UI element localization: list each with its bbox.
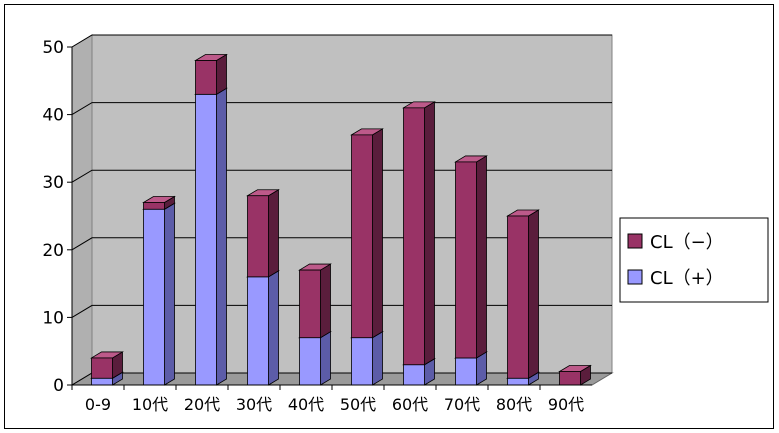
bar-segment-cl-minus: [90, 351, 124, 379]
bar-segment-cl-plus: [194, 87, 228, 386]
bars: [90, 53, 592, 386]
bar-segment-cl-minus: [350, 128, 384, 339]
bar-segment-cl-minus: [506, 209, 540, 379]
gridline: [71, 169, 612, 183]
bar-segment-cl-minus: [402, 101, 436, 366]
legend-label-cl-minus: CL（−）: [650, 232, 724, 253]
y-axis-tick-labels: 0 10 20 30 40 50: [42, 38, 64, 396]
bar-segment-cl-minus: [454, 155, 488, 359]
y-tick-label: 0: [53, 376, 64, 396]
y-tick-label: 30: [42, 173, 64, 193]
chart-side-wall: [71, 34, 93, 386]
x-tick-label: 70代: [444, 395, 480, 414]
bar-segment-cl-minus: [558, 364, 592, 386]
x-tick-label: 90代: [548, 395, 584, 414]
x-tick-label: 60代: [392, 395, 428, 414]
y-tick-label: 40: [42, 106, 64, 126]
stacked-bar-chart: 0 10 20 30 40 50 0-9 10代 20代 30代 40代 50代 60代 70代 80代 9…: [42, 34, 769, 414]
legend: CL（−） CL（+）: [619, 217, 769, 303]
y-tick-label: 50: [42, 38, 64, 58]
y-tick-label: 10: [42, 308, 64, 328]
bar-segment-cl-plus: [350, 330, 384, 386]
bar-segment-cl-plus: [246, 270, 280, 386]
x-tick-label: 20代: [184, 395, 220, 414]
gridline: [71, 237, 612, 251]
y-tick-label: 20: [42, 241, 64, 261]
bar-segment-cl-plus: [142, 202, 176, 386]
x-tick-label: 10代: [132, 395, 168, 414]
x-tick-label: 50代: [340, 395, 376, 414]
chart-frame: 0 10 20 30 40 50 0-9 10代 20代 30代 40代 50代 60代 70代 80代 9…: [4, 4, 774, 429]
legend-swatch-cl-minus: [627, 233, 643, 249]
legend-swatch-cl-plus: [627, 269, 643, 285]
gridline: [71, 34, 612, 48]
x-tick-label: 40代: [288, 395, 324, 414]
bar-segment-cl-plus: [298, 330, 332, 386]
x-tick-label: 80代: [496, 395, 532, 414]
legend-label-cl-plus: CL（+）: [650, 268, 724, 289]
legend-box: [619, 217, 769, 303]
gridline: [71, 102, 612, 116]
bar-segment-cl-minus: [246, 189, 280, 278]
bar-segment-cl-minus: [194, 53, 228, 96]
bar-segment-cl-minus: [298, 263, 332, 339]
gridline: [71, 304, 612, 318]
x-tick-label: 0-9: [85, 395, 111, 414]
bar-segment-cl-minus: [142, 195, 176, 210]
x-tick-label: 30代: [236, 395, 272, 414]
x-axis-tick-labels: 0-9 10代 20代 30代 40代 50代 60代 70代 80代 90代: [71, 384, 592, 414]
